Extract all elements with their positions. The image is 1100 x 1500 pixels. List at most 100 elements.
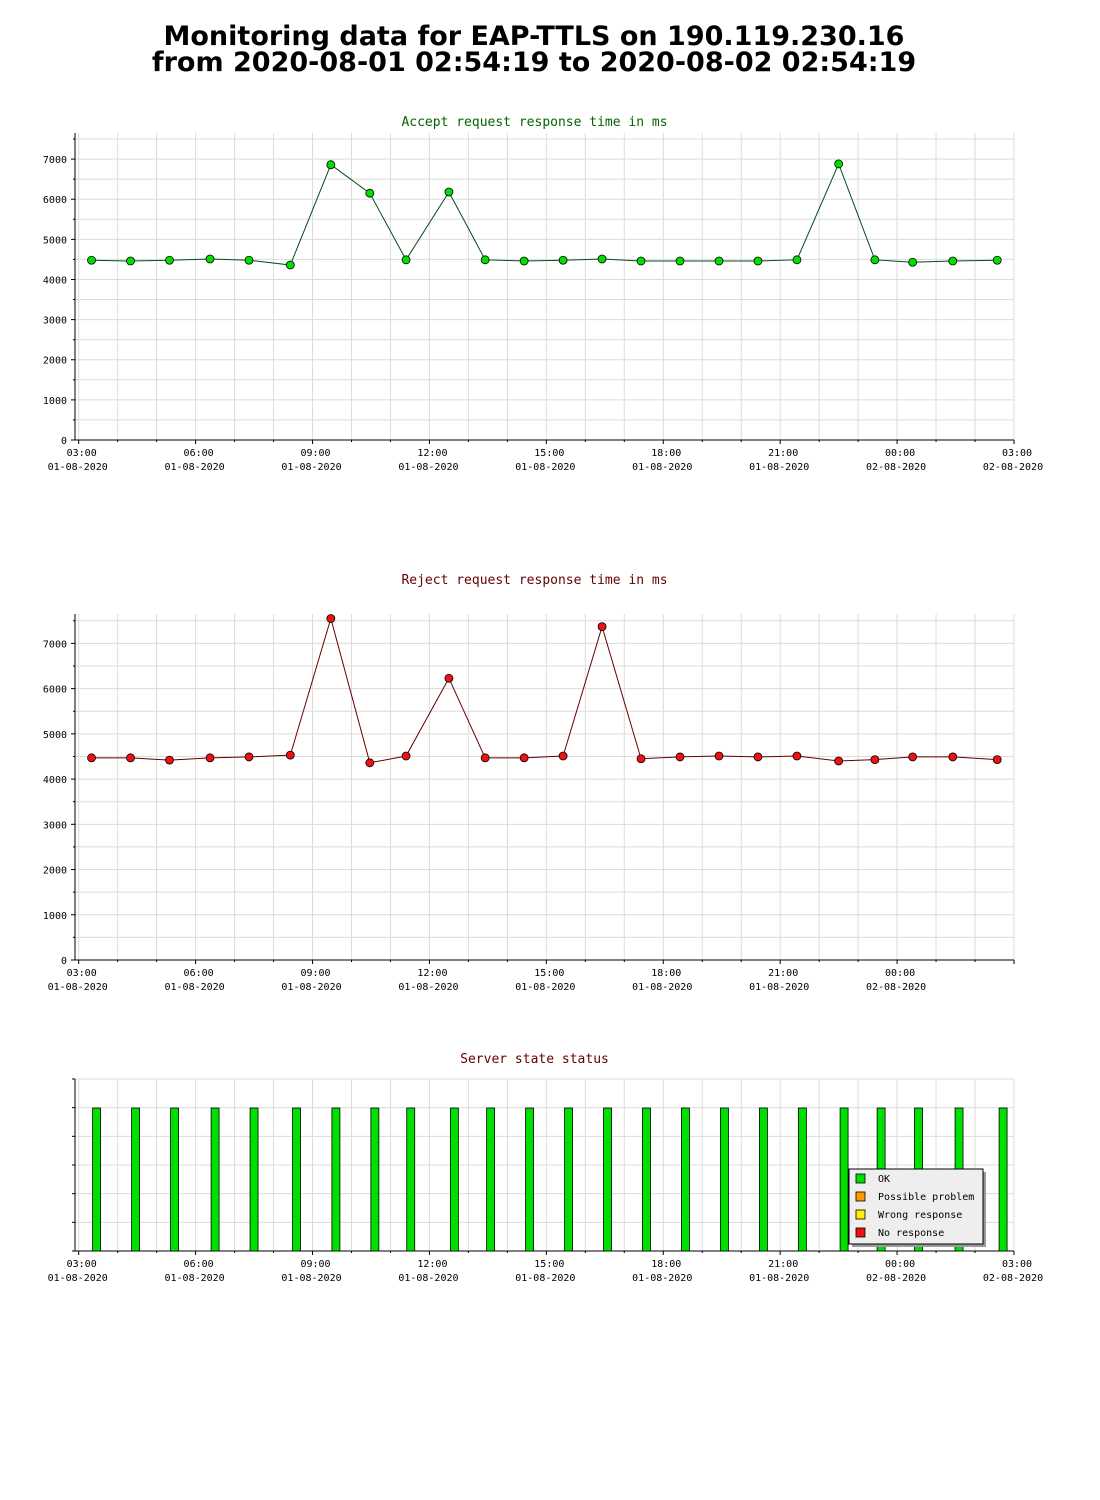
data-point [675, 256, 685, 266]
x-tick-label-date: 01-08-2020 [632, 1273, 692, 1284]
data-point [285, 750, 295, 760]
series-line [91, 616, 998, 764]
x-tick-label-time: 12:00 [417, 448, 447, 459]
data-point [87, 753, 96, 763]
x-tick-label-date: 02-08-2020 [866, 462, 926, 473]
data-point [401, 751, 411, 761]
status-bar [249, 1107, 259, 1252]
x-tick-label-time: 18:00 [651, 968, 681, 979]
y-tick-label: 6000 [43, 685, 67, 696]
data-point [519, 256, 529, 266]
x-tick-label-date: 01-08-2020 [515, 462, 575, 473]
legend-label: Possible problem [878, 1192, 974, 1203]
data-point [948, 752, 958, 762]
status-bar [998, 1107, 1008, 1252]
data-point [714, 256, 724, 266]
x-tick-label-date: 02-08-2020 [983, 1273, 1043, 1284]
data-point [326, 614, 336, 623]
data-point [87, 255, 96, 265]
x-tick-label-time: 09:00 [300, 968, 330, 979]
legend-label: No response [878, 1228, 944, 1239]
x-tick-label-date: 01-08-2020 [398, 1273, 458, 1284]
data-point [480, 255, 490, 265]
status-bar [131, 1107, 140, 1252]
status-bar [839, 1107, 849, 1252]
data-point [205, 254, 215, 264]
data-point [992, 255, 1002, 265]
data-point [675, 752, 685, 762]
x-tick-label-time: 06:00 [184, 968, 214, 979]
data-point [480, 753, 490, 763]
legend-swatch [855, 1209, 866, 1220]
status-bar [406, 1107, 416, 1252]
data-point [326, 160, 336, 170]
status-bar [370, 1107, 380, 1252]
x-tick-label-date: 01-08-2020 [515, 1273, 575, 1284]
status-bar [92, 1107, 102, 1252]
x-tick-label-time: 06:00 [184, 448, 214, 459]
status-bar [759, 1107, 768, 1252]
data-point [126, 256, 135, 266]
x-tick-label-time: 00:00 [885, 968, 915, 979]
y-tick-label: 5000 [43, 730, 67, 741]
y-tick-label: 2000 [43, 356, 67, 367]
x-tick-label-time: 12:00 [417, 1259, 447, 1270]
data-point [714, 751, 724, 761]
data-point [401, 255, 411, 265]
x-tick-label-date: 01-08-2020 [749, 1273, 809, 1284]
data-point [834, 756, 844, 766]
y-tick-label: 1000 [43, 396, 67, 407]
x-tick-label-date: 01-08-2020 [48, 462, 108, 473]
chart-title: Server state status [460, 1052, 609, 1067]
data-point [908, 752, 918, 762]
data-point [519, 753, 529, 763]
x-tick-label-time: 15:00 [534, 1259, 564, 1270]
data-point [636, 754, 646, 764]
status-bar [642, 1107, 651, 1252]
x-tick-label-time: 18:00 [651, 1259, 681, 1270]
status-bar [525, 1107, 534, 1252]
x-tick-label-time: 00:00 [885, 448, 915, 459]
x-tick-label-time: 21:00 [768, 968, 798, 979]
x-tick-label-time: 03:00 [1002, 1259, 1032, 1270]
data-point [365, 758, 375, 768]
data-point [165, 755, 174, 765]
legend-swatch [855, 1173, 866, 1184]
x-tick-label-time: 09:00 [300, 1259, 330, 1270]
x-tick-label-date: 01-08-2020 [48, 1273, 108, 1284]
y-tick-label: 0 [61, 436, 67, 447]
x-tick-label-date: 01-08-2020 [515, 982, 575, 993]
data-point [285, 260, 295, 270]
status-bar [564, 1107, 573, 1252]
x-tick-label-date: 01-08-2020 [749, 982, 809, 993]
x-tick-label-time: 15:00 [534, 968, 564, 979]
data-point [558, 255, 568, 265]
x-tick-label-time: 15:00 [534, 448, 564, 459]
x-tick-label-date: 01-08-2020 [164, 462, 224, 473]
x-tick-label-date: 01-08-2020 [632, 462, 692, 473]
y-tick-label: 7000 [43, 155, 67, 166]
data-point [597, 622, 607, 632]
page-title-line-2: from 2020-08-01 02:54:19 to 2020-08-02 0… [151, 47, 917, 78]
x-tick-label-time: 06:00 [184, 1259, 214, 1270]
chart-3: Server state status 03:00 01-08-2020 06:00 0… [48, 1052, 1044, 1284]
legend-swatch [855, 1227, 866, 1238]
data-point [870, 755, 880, 765]
data-point [753, 256, 763, 266]
y-tick-label: 2000 [43, 866, 67, 877]
y-tick-label: 5000 [43, 235, 67, 246]
data-point [636, 256, 646, 266]
data-point [753, 752, 763, 762]
legend-box [848, 1168, 984, 1245]
status-bar [292, 1107, 301, 1252]
x-tick-label-date: 01-08-2020 [749, 462, 809, 473]
status-bar [331, 1107, 341, 1252]
legend-label: Wrong response [878, 1210, 962, 1221]
page-title: Monitoring data for EAP-TTLS on 190.119.… [0, 23, 1068, 78]
x-tick-label-time: 09:00 [300, 448, 330, 459]
x-tick-label-date: 01-08-2020 [632, 982, 692, 993]
x-tick-label-date: 01-08-2020 [281, 462, 341, 473]
data-point [948, 256, 958, 266]
y-tick-label: 4000 [43, 775, 67, 786]
data-point [444, 673, 454, 683]
